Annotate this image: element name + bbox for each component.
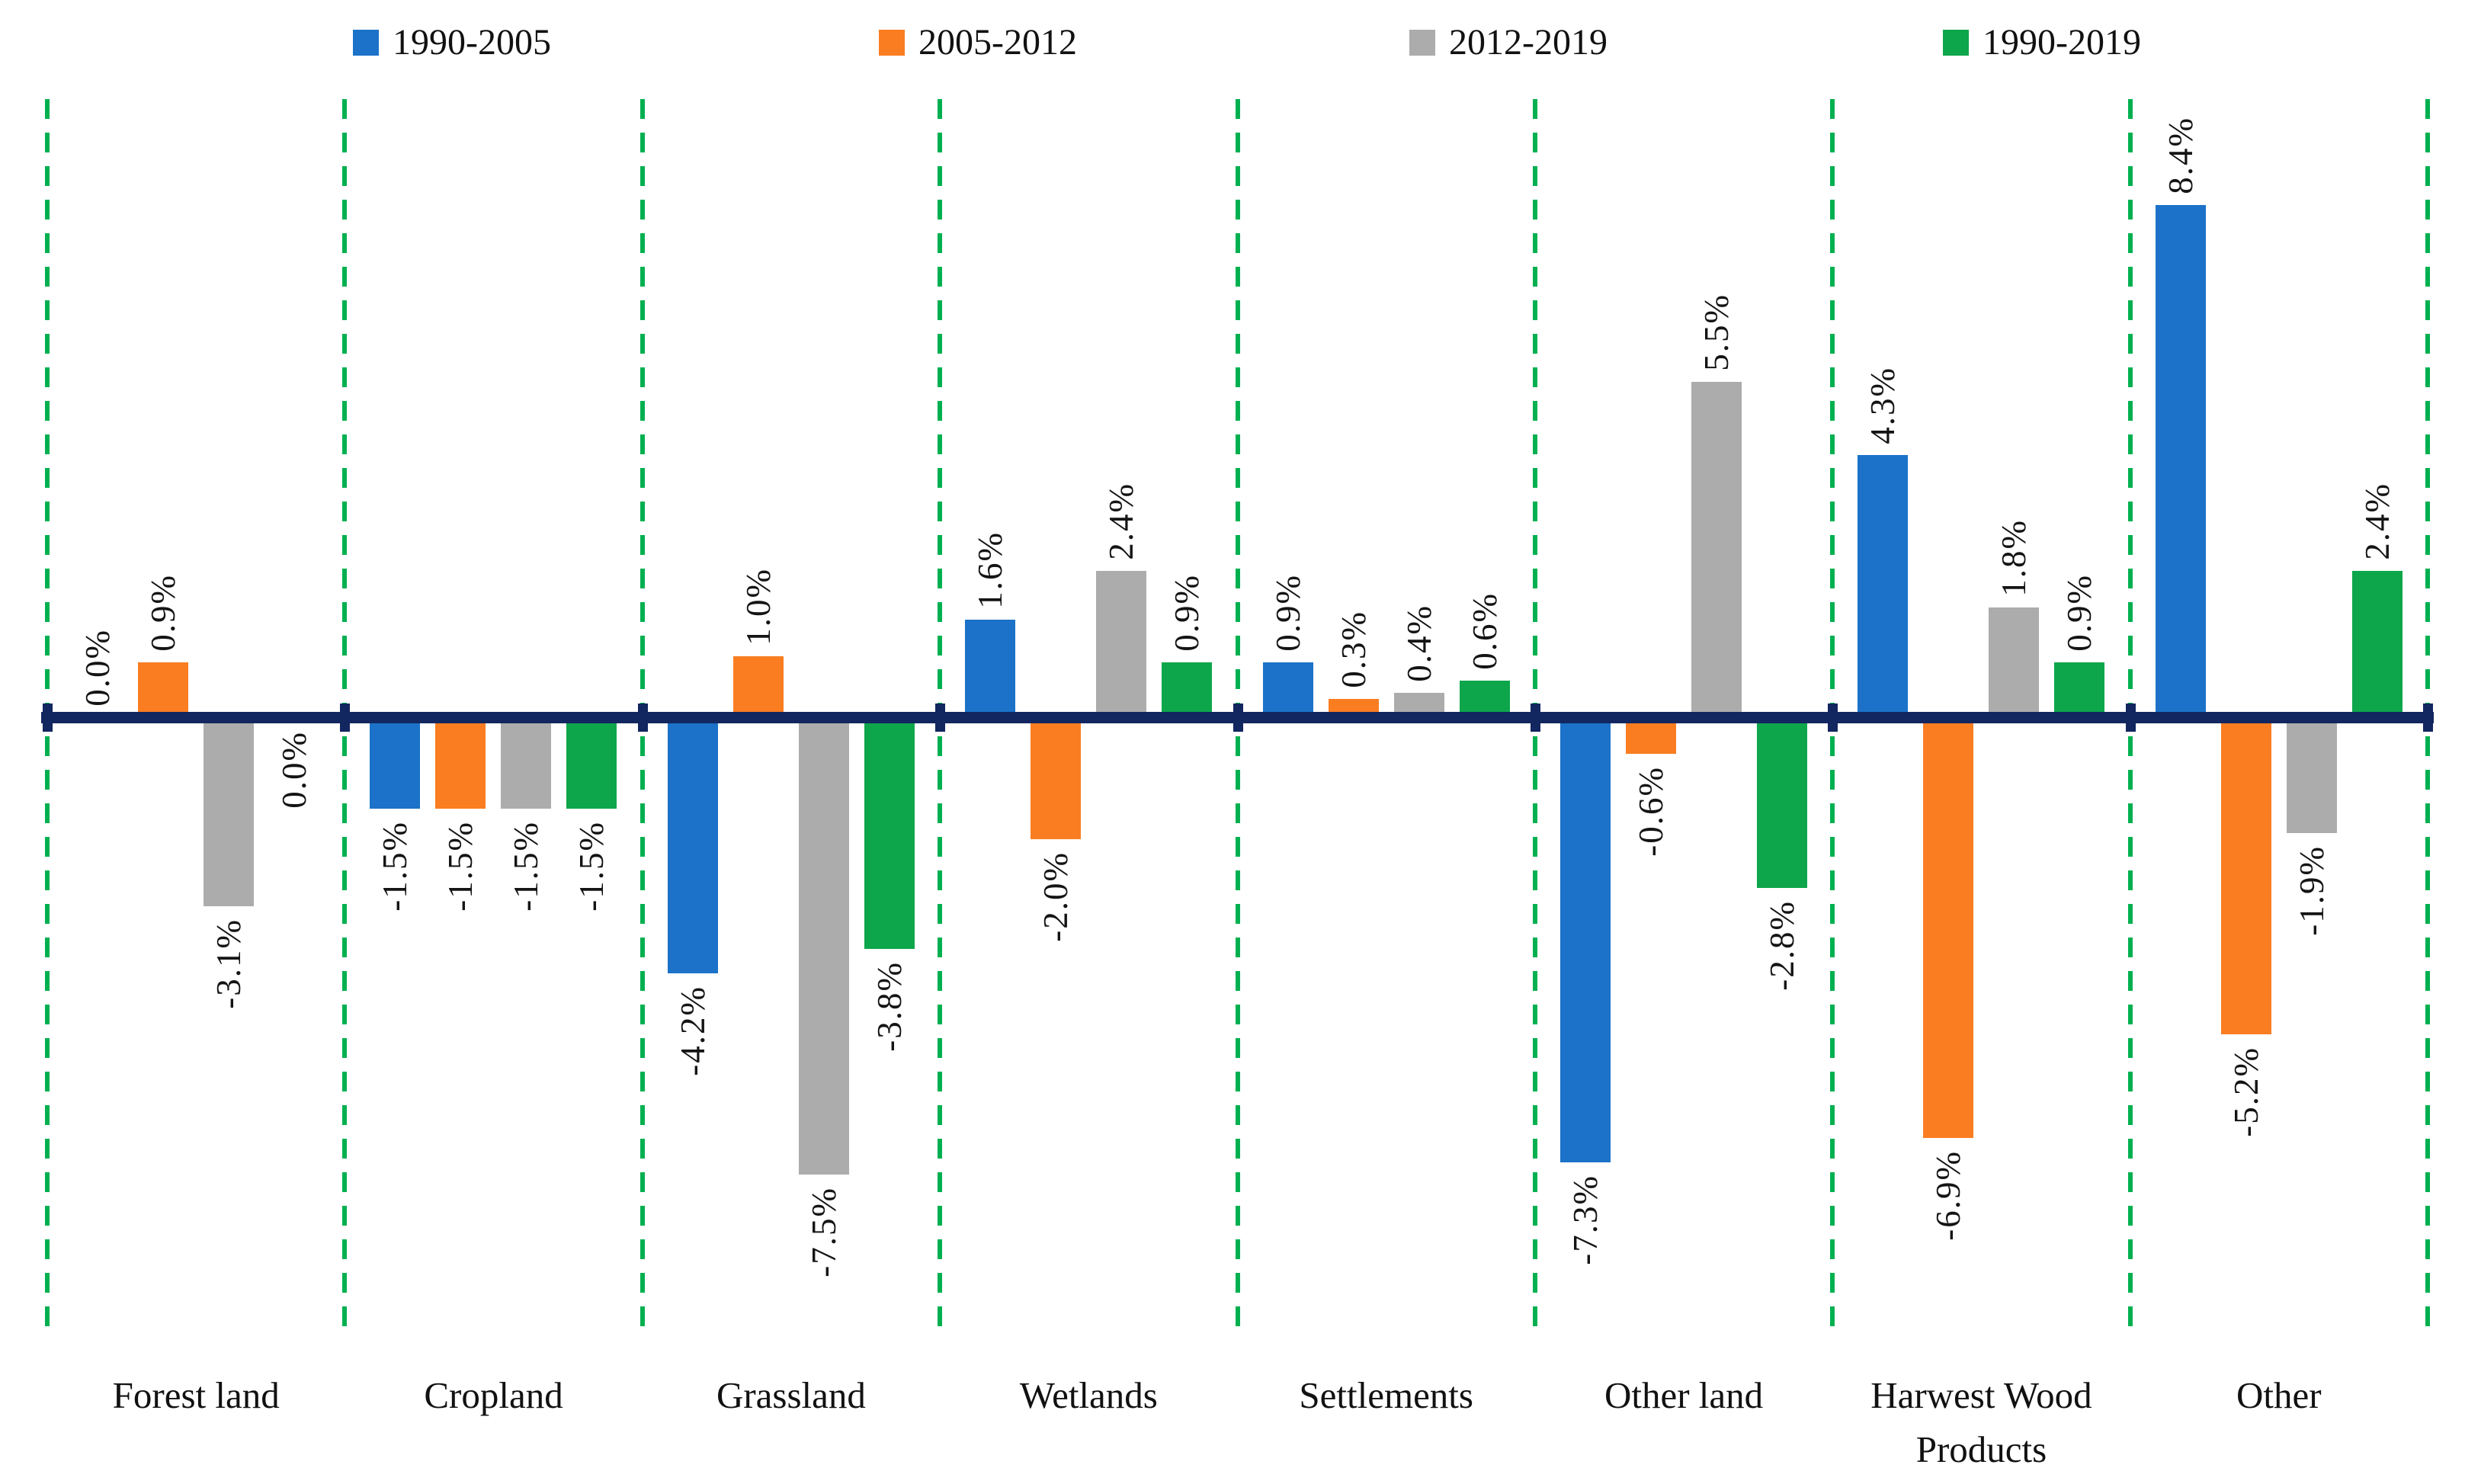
bar-value-label: -1.5% [572, 821, 611, 912]
category-label: Wetlands [1019, 1374, 1158, 1416]
bar [798, 717, 849, 1175]
bar-value-label: 4.3% [1864, 367, 1902, 444]
bar-value-label: -1.5% [376, 821, 415, 912]
bar-value-label: -2.0% [1037, 851, 1075, 942]
category-label: Settlements [1299, 1374, 1473, 1416]
bar [1691, 382, 1742, 717]
legend-swatch-orange-icon [879, 30, 905, 56]
bar [1096, 571, 1147, 717]
axis-tick [2125, 704, 2136, 732]
bar [965, 620, 1016, 717]
legend-item-label: 1990-2019 [1983, 22, 2141, 63]
bar-value-label: 0.6% [1465, 592, 1504, 670]
axis-tick [637, 704, 648, 732]
bar-value-label: 1.6% [971, 531, 1010, 609]
bar [864, 717, 915, 949]
bar-value-label: 0.9% [1268, 574, 1307, 652]
legend-item-label: 1990-2005 [393, 22, 551, 63]
legend-swatch-green-icon [1943, 30, 1969, 56]
bar-value-label: -4.2% [673, 986, 712, 1076]
legend-item-1990-2005: 1990-2005 [353, 20, 551, 66]
legend-item-2012-2019: 2012-2019 [1409, 20, 1608, 66]
bar [566, 717, 617, 809]
category-label: Grassland [716, 1374, 866, 1416]
axis-tick [43, 704, 53, 732]
bar-value-label: 2.4% [1102, 482, 1141, 560]
bar-value-label: -3.1% [210, 918, 248, 1009]
bar-value-label: 0.9% [1168, 574, 1207, 652]
axis-tick [1530, 704, 1540, 732]
bar-value-label: -7.3% [1566, 1175, 1604, 1265]
axis-tick [935, 704, 946, 732]
bar-value-label: -7.5% [804, 1187, 843, 1277]
legend-item-label: 2012-2019 [1449, 22, 1608, 63]
category-label: Other land [1604, 1374, 1764, 1416]
bar [1031, 717, 1082, 839]
bar [667, 717, 718, 973]
bar [1559, 717, 1611, 1162]
bar [204, 717, 254, 906]
bar [1625, 717, 1676, 754]
bar-value-label: 0.9% [2060, 574, 2099, 652]
bar-value-label: -2.8% [1762, 900, 1801, 991]
bar [2155, 205, 2206, 717]
bar-value-label: 5.5% [1697, 293, 1736, 371]
bar [1756, 717, 1807, 888]
legend-swatch-blue-icon [353, 30, 379, 56]
bar-value-label: -6.9% [1929, 1150, 1968, 1241]
bar-value-label: 0.0% [79, 629, 117, 707]
category-label: Other [2236, 1374, 2322, 1416]
bar [2351, 571, 2402, 717]
bar-value-label: -1.5% [507, 821, 546, 912]
bar-value-label: 1.0% [739, 568, 777, 646]
bar [2286, 717, 2337, 833]
legend-item-label: 2005-2012 [918, 22, 1077, 63]
bar-value-label: 8.4% [2161, 117, 2200, 194]
bar-value-label: -3.8% [870, 961, 909, 1052]
bar-value-label: 2.4% [2358, 482, 2396, 560]
bar-value-label: 0.0% [275, 731, 313, 809]
bar [1923, 717, 1974, 1138]
bar [1459, 681, 1510, 717]
category-label: Harwest Wood Products [1870, 1374, 2092, 1471]
bar-value-label: 0.3% [1334, 611, 1373, 688]
legend-item-1990-2019: 1990-2019 [1943, 20, 2141, 66]
bar-value-label: -1.9% [2292, 845, 2331, 936]
bar [2220, 717, 2271, 1034]
category-label: Forest land [112, 1374, 280, 1416]
category-label: Cropland [424, 1374, 563, 1416]
bar [138, 662, 188, 717]
bar [1162, 662, 1213, 717]
bar [1858, 455, 1909, 717]
bar-value-label: -1.5% [441, 821, 480, 912]
bar [435, 717, 486, 809]
bar [370, 717, 421, 809]
axis-tick [2423, 704, 2433, 732]
legend-swatch-gray-icon [1409, 30, 1435, 56]
bar [501, 717, 552, 809]
bar [2054, 662, 2105, 717]
bar [1262, 662, 1313, 717]
legend-item-2005-2012: 2005-2012 [879, 20, 1077, 66]
bar-value-label: -0.6% [1631, 766, 1670, 857]
axis-tick [340, 704, 351, 732]
bar-value-label: 1.8% [1995, 519, 2034, 597]
bar [1989, 607, 2040, 717]
bar [732, 656, 784, 717]
axis-tick [1828, 704, 1838, 732]
legend: 1990-2005 2005-2012 2012-2019 1990-2019 [0, 0, 2465, 84]
bar-value-label: 0.9% [144, 574, 182, 652]
bar-value-label: -5.2% [2226, 1046, 2265, 1137]
axis-tick [1232, 704, 1243, 732]
bar-value-label: 0.4% [1399, 604, 1438, 682]
